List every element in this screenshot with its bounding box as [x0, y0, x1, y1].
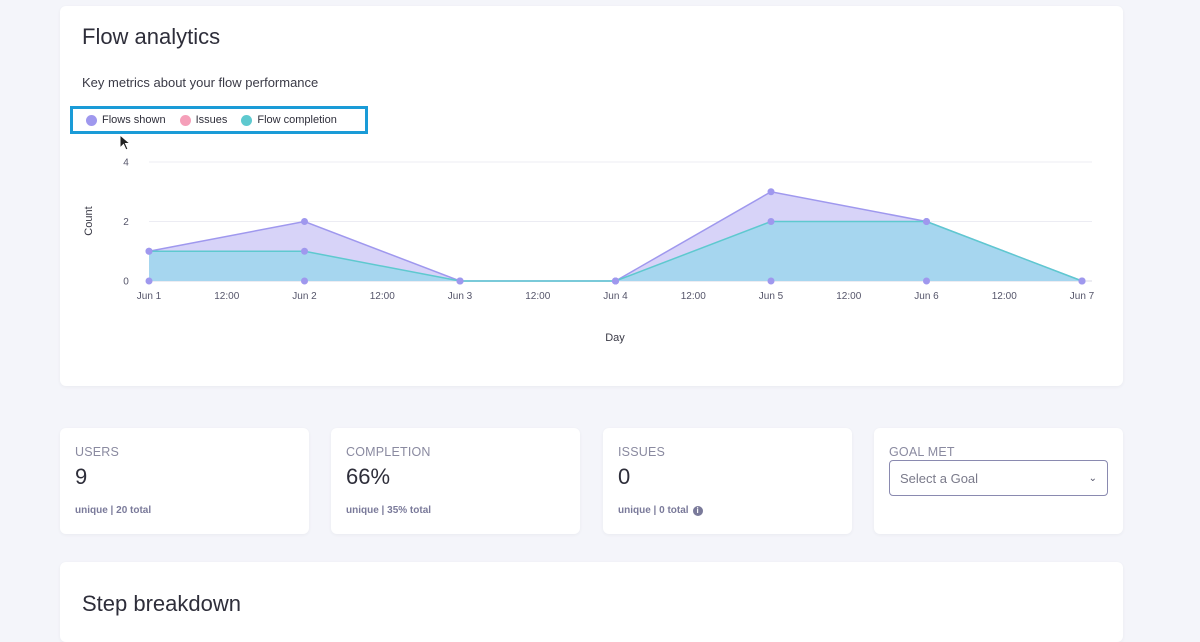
flows-shown-point [456, 277, 464, 285]
x-tick-label: Jun 2 [292, 291, 317, 302]
flow-completion-point [767, 218, 775, 225]
goal-select[interactable]: Select a Goal ⌄ [889, 460, 1108, 496]
stat-label: GOAL MET [889, 445, 955, 459]
legend-label: Issues [195, 114, 228, 126]
x-tick-label: 12:00 [836, 291, 861, 302]
legend-item-issues[interactable]: Issues [179, 114, 228, 126]
legend-dot-icon [179, 114, 191, 126]
x-tick-label: Jun 3 [448, 291, 473, 302]
flows-shown-point [612, 277, 619, 285]
chart-legend: Flows shown Issues Flow completion [70, 106, 368, 134]
x-tick-label: 12:00 [214, 291, 239, 302]
goal-select-value: Select a Goal [900, 470, 979, 486]
stat-card-completion: COMPLETION 66% unique | 35% total [331, 428, 580, 534]
stat-value: 0 [618, 464, 631, 489]
issues-point [145, 277, 153, 285]
legend-item-flows-shown[interactable]: Flows shown [86, 114, 166, 126]
x-axis-label: Day [605, 332, 625, 344]
info-icon[interactable]: i [692, 505, 703, 516]
x-tick-label: Jun 7 [1070, 291, 1095, 302]
x-tick-label: Jun 1 [137, 291, 162, 302]
flows-shown-point [1078, 277, 1086, 285]
y-tick-label: 4 [123, 158, 129, 169]
stat-value: 66% [346, 464, 391, 489]
stat-sub-text: unique | 0 total [618, 505, 689, 516]
legend-label: Flows shown [102, 114, 166, 126]
y-tick-label: 2 [123, 217, 129, 228]
card-subtitle: Key metrics about your flow performance [82, 75, 319, 90]
flow-analytics-card: Flow analytics Key metrics about your fl… [60, 6, 1123, 386]
flow-completion-point [301, 247, 308, 255]
legend-label: Flow completion [257, 114, 337, 126]
x-tick-label: 12:00 [525, 291, 550, 302]
card-title: Step breakdown [82, 591, 241, 616]
stat-sub: unique | 0 total i [618, 505, 703, 516]
stat-sub-text: unique | 20 total [75, 505, 152, 516]
issues-point [301, 277, 308, 285]
stat-label: ISSUES [618, 445, 666, 459]
issues-point [767, 277, 775, 285]
legend-dot-icon [86, 114, 97, 126]
y-axis-label: Count [83, 206, 95, 235]
x-tick-label: 12:00 [681, 291, 706, 302]
issues-point [923, 277, 930, 285]
stat-value: 9 [75, 464, 88, 489]
flow-chart: 0 2 4 Jun 1 12:00 Jun 2 12:00 Jun 3 12:00 Jun 4 12… [83, 158, 1095, 345]
card-title: Flow analytics [82, 24, 221, 49]
stat-sub-text: unique | 35% total [346, 505, 432, 516]
stat-sub: unique | 20 total [75, 505, 151, 516]
flows-shown-point [767, 188, 775, 196]
legend-dot-icon [241, 114, 253, 126]
stat-card-users: USERS 9 unique | 20 total [60, 428, 309, 534]
flows-shown-point [301, 218, 308, 225]
stat-label: COMPLETION [346, 445, 431, 459]
x-tick-label: Jun 5 [759, 291, 784, 302]
step-breakdown-card: Step breakdown [60, 562, 1123, 642]
legend-item-flow-completion[interactable]: Flow completion [241, 114, 337, 126]
x-tick-label: 12:00 [992, 291, 1017, 302]
stat-label: USERS [75, 445, 120, 459]
stat-card-issues: ISSUES 0 unique | 0 total i [603, 428, 852, 534]
stat-sub: unique | 35% total [346, 505, 431, 516]
x-tick-label: Jun 6 [914, 291, 939, 302]
flows-shown-point [923, 218, 930, 225]
flows-shown-point [145, 247, 153, 255]
x-tick-label: 12:00 [370, 291, 395, 302]
x-tick-label: Jun 4 [603, 291, 628, 302]
y-tick-label: 0 [123, 277, 129, 288]
mouse-cursor-icon [119, 134, 132, 151]
chevron-down-icon: ⌄ [1088, 472, 1097, 484]
stat-card-goal-met: GOAL MET Select a Goal ⌄ [874, 428, 1123, 534]
